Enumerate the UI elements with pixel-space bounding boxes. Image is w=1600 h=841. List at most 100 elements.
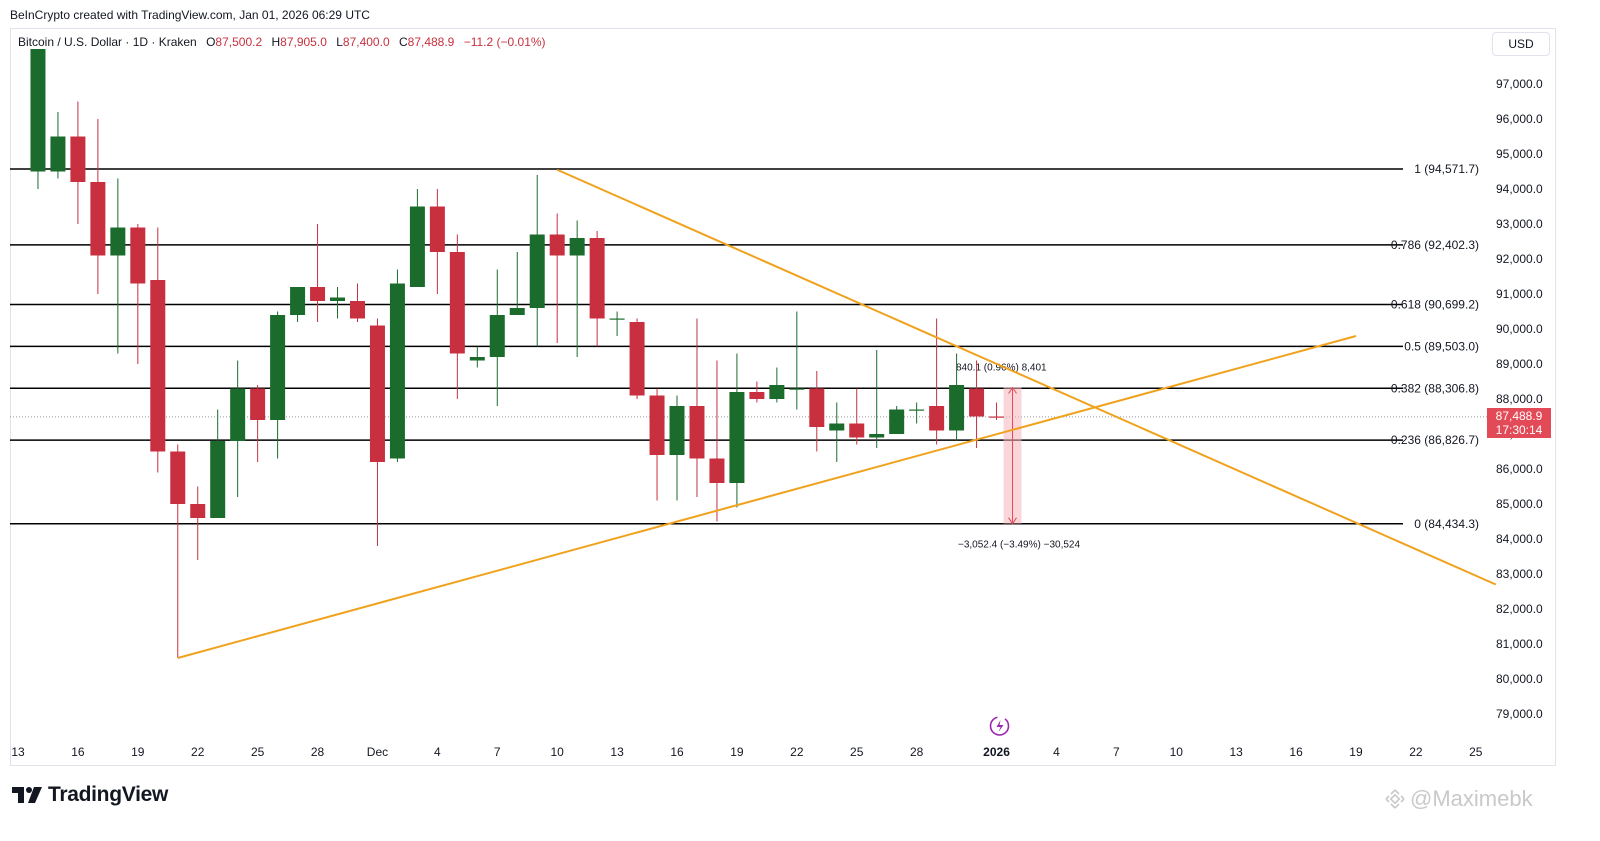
candle-body-28 — [589, 238, 605, 319]
trendline-descending — [556, 168, 1497, 586]
price-tick-15: 94,000.0 — [1496, 182, 1543, 196]
candle-body-2 — [70, 136, 86, 182]
time-tick-5: 28 — [311, 745, 325, 759]
candle-body-6 — [150, 280, 166, 452]
time-tick-20: 13 — [1229, 745, 1243, 759]
measure-down-arrowhead — [1008, 517, 1017, 525]
fib-label-5: 0.236 (86,826.7) — [1391, 433, 1479, 447]
symbol-legend: Bitcoin / U.S. Dollar · 1D · Kraken O87,… — [18, 35, 546, 49]
chart-frame — [10, 28, 1556, 766]
measure-tools: 840.1 (0.96%) 8,401 −3,052.4 (−3.49%) −30… — [956, 362, 1080, 550]
candle-body-36 — [749, 392, 765, 399]
candle-body-45 — [929, 406, 945, 431]
candle-body-8 — [190, 504, 206, 518]
tradingview-logo-text: TradingView — [48, 783, 169, 806]
candle-body-48 — [989, 416, 1005, 418]
fib-label-1: 0.786 (92,402.3) — [1391, 238, 1479, 252]
time-tick-15: 28 — [910, 745, 924, 759]
time-tick-17: 4 — [1053, 745, 1060, 759]
price-tick-7: 86,000.0 — [1496, 462, 1543, 476]
candle-body-24 — [509, 308, 525, 315]
price-tick-12: 91,000.0 — [1496, 287, 1543, 301]
candles — [30, 49, 1005, 658]
binance-logo-icon — [1385, 789, 1405, 809]
candle-body-7 — [170, 451, 186, 504]
candle-body-16 — [349, 301, 365, 319]
price-tick-5: 84,000.0 — [1496, 532, 1543, 546]
time-tick-0: 13 — [11, 745, 25, 759]
currency-button[interactable]: USD — [1492, 32, 1550, 56]
time-tick-13: 22 — [790, 745, 804, 759]
event-icon — [989, 716, 1010, 736]
candle-body-13 — [290, 287, 306, 315]
watermark-text: @Maximebk — [1410, 786, 1533, 811]
price-tick-2: 81,000.0 — [1496, 637, 1543, 651]
fib-label-3: 0.5 (89,503.0) — [1404, 339, 1479, 353]
measure-up-arrowhead — [1008, 386, 1017, 394]
time-tick-19: 10 — [1170, 745, 1184, 759]
tradingview-logo[interactable]: TradingView — [12, 783, 168, 807]
price-tick-16: 95,000.0 — [1496, 147, 1543, 161]
price-tick-10: 89,000.0 — [1496, 357, 1543, 371]
candle-body-22 — [469, 357, 485, 361]
fib-label-6: 0 (84,434.3) — [1414, 517, 1479, 531]
time-tick-6: Dec — [367, 745, 388, 759]
candle-body-18 — [389, 283, 405, 459]
candle-body-12 — [270, 315, 286, 420]
candle-body-44 — [909, 409, 925, 411]
change-value: −11.2 (−0.01%) — [463, 35, 546, 49]
candle-body-14 — [310, 287, 326, 301]
author-watermark: @Maximebk — [1384, 786, 1533, 812]
close-label: C — [398, 35, 408, 49]
fib-levels: 1 (94,571.7) 0.786 (92,402.3) 0.618 (90,69… — [10, 162, 1487, 531]
close-value: 87,488.9 — [407, 35, 455, 49]
time-tick-4: 25 — [251, 745, 265, 759]
open-value: 87,500.2 — [215, 35, 263, 49]
price-tick-17: 96,000.0 — [1496, 112, 1543, 126]
candle-body-31 — [649, 395, 665, 455]
symbol-name: Bitcoin / U.S. Dollar · 1D · Kraken — [18, 35, 197, 49]
candle-body-32 — [669, 406, 685, 455]
price-tick-1: 80,000.0 — [1496, 672, 1543, 686]
fib-label-4: 0.382 (88,306.8) — [1391, 381, 1479, 395]
high-label: H — [271, 35, 281, 49]
time-tick-1: 16 — [71, 745, 85, 759]
low-value: 87,400.0 — [342, 35, 390, 49]
candle-body-46 — [949, 385, 965, 431]
candle-body-0 — [30, 49, 46, 172]
last-price: 87,488.9 — [1495, 409, 1543, 423]
candle-body-25 — [529, 234, 545, 308]
candle-body-21 — [449, 252, 465, 354]
time-tick-11: 16 — [670, 745, 684, 759]
time-tick-16: 2026 — [983, 745, 1010, 759]
candle-body-20 — [429, 206, 445, 252]
candle-body-33 — [689, 406, 705, 459]
time-tick-23: 22 — [1409, 745, 1423, 759]
candle-body-10 — [230, 388, 246, 441]
time-tick-22: 19 — [1349, 745, 1363, 759]
fib-label-2: 0.618 (90,699.2) — [1391, 298, 1479, 312]
candle-body-23 — [489, 315, 505, 357]
candle-body-27 — [569, 238, 585, 256]
candle-body-29 — [609, 318, 625, 320]
candle-body-37 — [769, 385, 785, 399]
time-tick-3: 22 — [191, 745, 205, 759]
candle-body-1 — [50, 136, 66, 172]
candle-body-42 — [869, 434, 885, 438]
candle-body-30 — [629, 322, 645, 396]
candle-body-19 — [409, 206, 425, 287]
candle-body-47 — [969, 388, 985, 417]
low-label: L — [336, 35, 343, 49]
candle-body-9 — [210, 441, 226, 518]
price-tick-4: 83,000.0 — [1496, 567, 1543, 581]
candle-body-43 — [889, 409, 905, 434]
annotations — [989, 716, 1010, 736]
candle-body-26 — [549, 234, 565, 256]
candle-body-15 — [330, 297, 346, 301]
price-axis: 79,000.0 80,000.0 81,000.0 82,000.0 83,000.0… — [1496, 77, 1543, 721]
trendlines — [177, 168, 1497, 659]
open-label: O — [206, 35, 216, 49]
candle-body-34 — [709, 458, 725, 483]
price-tick-14: 93,000.0 — [1496, 217, 1543, 231]
